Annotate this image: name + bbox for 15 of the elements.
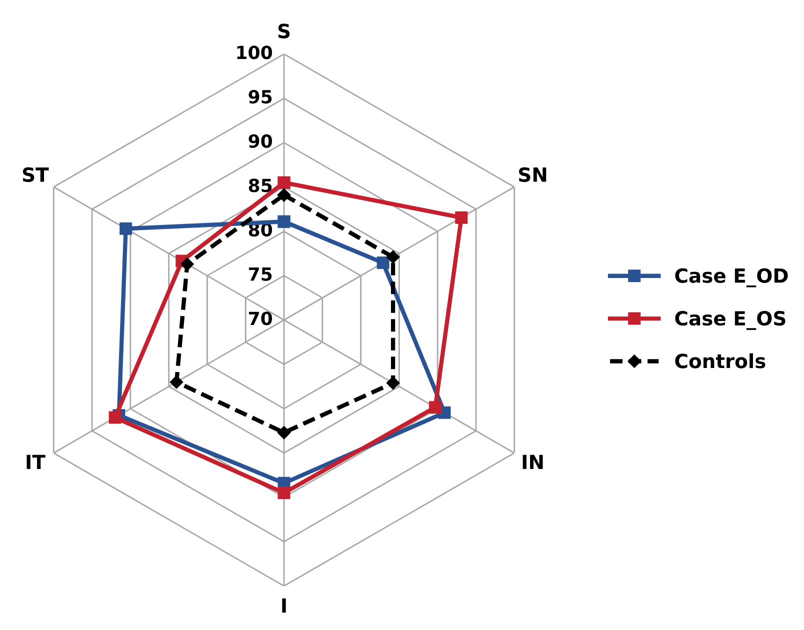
y-tick-label: 85: [248, 178, 272, 192]
y-tick-label: 70: [248, 312, 272, 326]
spoke-label: S: [278, 24, 290, 38]
legend-label: Controls: [675, 353, 766, 368]
legend-label: Case E_OD: [675, 268, 788, 288]
spoke-label: I: [282, 598, 286, 613]
spoke-label: IT: [26, 454, 46, 470]
spoke-label: SN: [519, 167, 546, 182]
spoke-label: IN: [522, 454, 543, 470]
spoke-label: ST: [22, 167, 49, 182]
y-tick-label: 75: [248, 267, 272, 281]
y-tick-label: 90: [248, 134, 272, 148]
y-tick-label: 100: [237, 46, 272, 60]
legend-label: Case E_OS: [675, 310, 786, 330]
y-tick-label: 95: [248, 90, 272, 104]
